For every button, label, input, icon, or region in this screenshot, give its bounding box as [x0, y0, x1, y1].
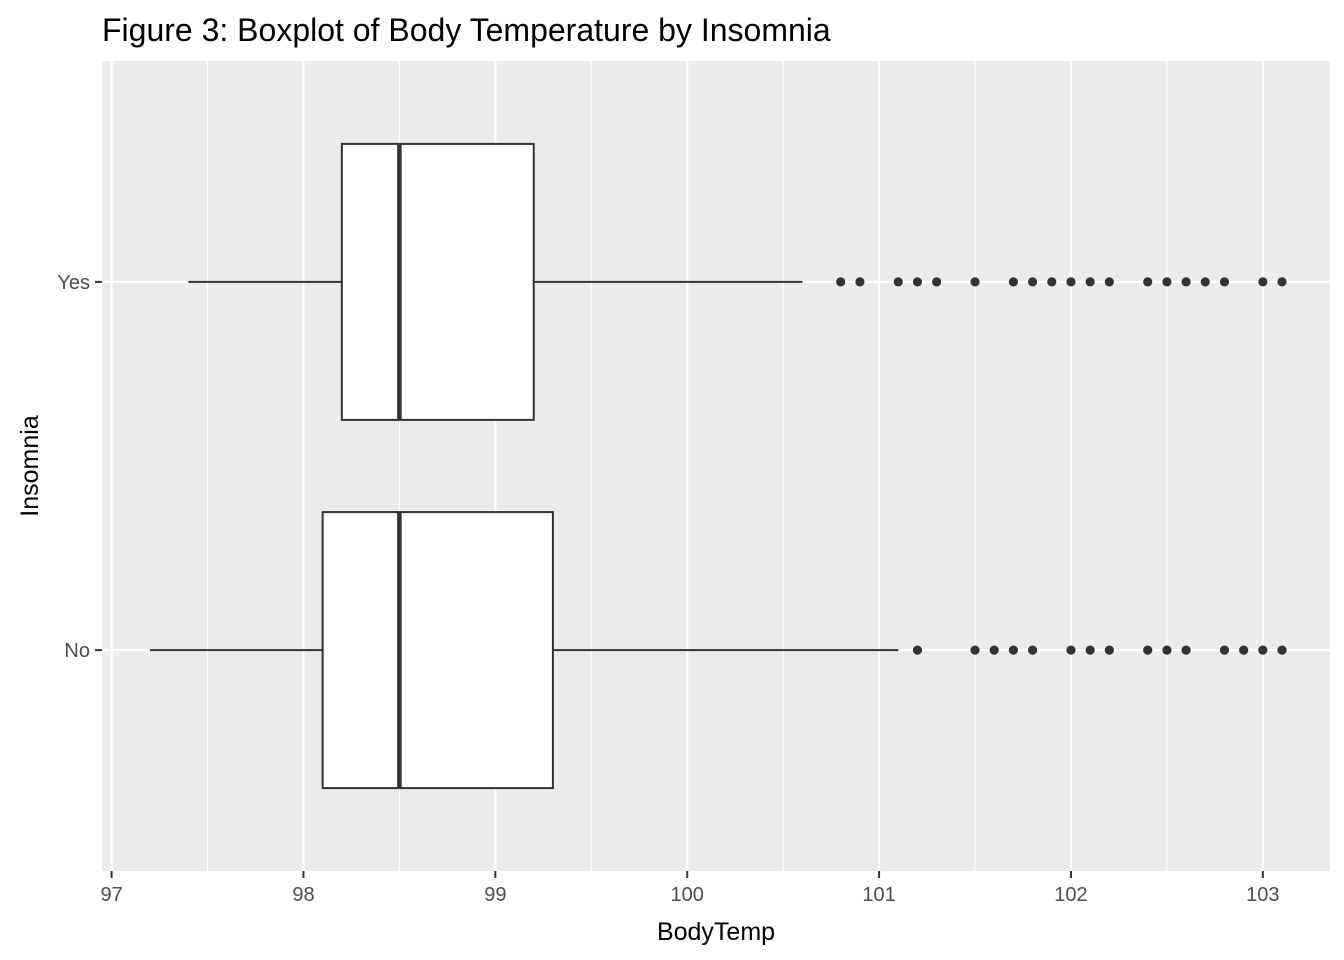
x-tick-label: 98 [292, 884, 314, 906]
outlier-point [1162, 277, 1172, 287]
outlier-point [1085, 645, 1095, 655]
x-tick-label: 101 [862, 884, 895, 906]
outlier-point [1008, 277, 1019, 287]
outlier-point [1143, 645, 1153, 655]
outlier-point [1008, 645, 1019, 655]
outlier-point [893, 277, 903, 287]
plot-panel [102, 61, 1330, 871]
outlier-point [1066, 645, 1076, 655]
outlier-point [1047, 277, 1057, 287]
outlier-point [970, 645, 980, 655]
outlier-point [1219, 277, 1230, 287]
outlier-point [1277, 645, 1287, 655]
x-axis-title: BodyTemp [657, 918, 775, 946]
outlier-point [1258, 277, 1268, 287]
outlier-point [1027, 277, 1038, 287]
outlier-point [989, 645, 999, 655]
outlier-point [912, 277, 923, 287]
box-no [149, 511, 1287, 790]
interquartile-box [340, 142, 535, 421]
outlier-point [1181, 645, 1191, 655]
outlier-point [1085, 277, 1095, 287]
outlier-point [1027, 645, 1038, 655]
outlier-point [932, 277, 942, 287]
x-tick-label: 100 [671, 884, 704, 906]
outlier-point [1104, 645, 1114, 655]
interquartile-box [321, 511, 554, 790]
outlier-point [1258, 645, 1268, 655]
outlier-point [912, 645, 923, 655]
outlier-point [1104, 277, 1114, 287]
outlier-point [1277, 277, 1287, 287]
x-tick-label: 102 [1054, 884, 1087, 906]
chart-title: Figure 3: Boxplot of Body Temperature by… [102, 12, 831, 48]
x-tick-label: 97 [100, 884, 122, 906]
box-layer [149, 142, 1287, 790]
outlier-point [1162, 645, 1172, 655]
outlier-point [1181, 277, 1191, 287]
outlier-point [1219, 645, 1230, 655]
outlier-point [970, 277, 980, 287]
y-tick-label: Yes [57, 272, 90, 294]
outlier-point [855, 277, 865, 287]
y-axis-title: Insomnia [16, 415, 44, 517]
outlier-point [836, 277, 846, 287]
box-yes [188, 142, 1287, 421]
outlier-point [1200, 277, 1210, 287]
x-tick-label: 99 [484, 884, 506, 906]
x-tick-label: 103 [1246, 884, 1279, 906]
outlier-point [1066, 277, 1076, 287]
y-tick-label: No [64, 640, 90, 662]
outlier-point [1143, 277, 1153, 287]
axes: 97 98 99 100 101 102 103 No Yes [57, 272, 1279, 906]
outlier-point [1239, 645, 1249, 655]
